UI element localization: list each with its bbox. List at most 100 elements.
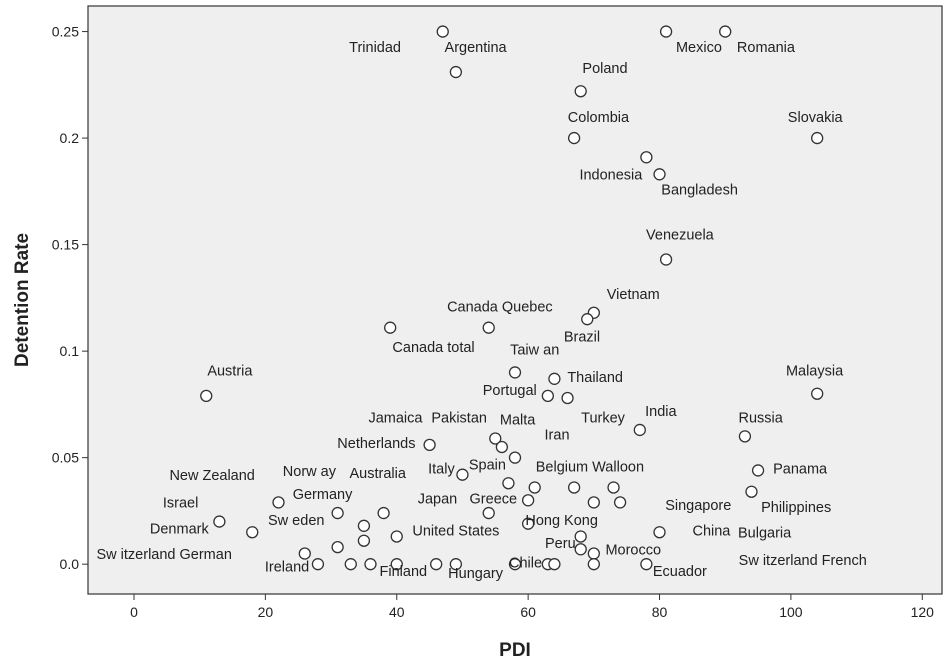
data-point <box>449 65 463 79</box>
y-tick-label: 0.2 <box>60 130 80 146</box>
point-label: New Zealand <box>169 468 254 484</box>
point-label: Trinidad <box>349 40 401 56</box>
point-label: Jamaica <box>368 411 423 427</box>
point-label: Italy <box>428 462 455 478</box>
data-point <box>364 558 377 571</box>
x-tick-label: 80 <box>652 604 668 620</box>
x-tick-label: 40 <box>389 604 405 620</box>
data-point <box>508 366 522 379</box>
point-label: Austria <box>207 364 253 380</box>
point-label: Canada total <box>392 340 474 356</box>
data-point <box>640 151 653 164</box>
point-label: Iran <box>545 428 570 444</box>
point-label: Romania <box>737 40 796 56</box>
x-tick-label: 60 <box>520 604 536 620</box>
point-label: Japan <box>418 491 458 507</box>
data-point <box>653 168 666 181</box>
data-point <box>272 496 285 509</box>
point-label: Bangladesh <box>661 183 738 199</box>
data-point <box>745 485 758 498</box>
point-label: India <box>645 404 677 420</box>
data-point <box>357 519 371 532</box>
x-tick-label: 20 <box>258 604 274 620</box>
point-label: Norw ay <box>283 464 337 480</box>
data-point <box>377 506 390 520</box>
data-point <box>659 253 673 266</box>
y-tick-label: 0.1 <box>60 343 80 359</box>
point-label: United States <box>412 523 499 539</box>
point-label: Ecuador <box>653 564 707 580</box>
data-point <box>430 558 443 571</box>
data-point <box>456 468 469 481</box>
y-axis-title: Detention Rate <box>12 233 33 367</box>
data-point <box>331 540 344 554</box>
point-label: China <box>692 523 731 539</box>
point-label: Spain <box>469 457 506 473</box>
x-axis: 0 20 40 60 80 100 120 <box>130 594 934 620</box>
point-label: Singapore <box>665 498 731 514</box>
data-point <box>246 526 259 539</box>
data-point <box>331 506 344 520</box>
point-label: Poland <box>582 61 627 77</box>
y-tick-label: 0.25 <box>52 24 79 40</box>
point-label: Ireland <box>265 560 309 576</box>
data-point <box>482 506 495 520</box>
point-label: Turkey <box>581 411 626 427</box>
data-point <box>213 515 226 528</box>
point-label: Mexico <box>676 40 722 56</box>
point-label: Canada Quebec <box>447 300 553 316</box>
data-point <box>521 494 535 507</box>
data-point <box>311 558 325 571</box>
data-point <box>384 321 397 334</box>
point-label: Philippines <box>761 500 831 516</box>
data-point <box>567 131 581 145</box>
point-label: Belgium Walloon <box>536 460 644 476</box>
data-point <box>587 547 600 560</box>
data-point <box>548 558 561 571</box>
data-point <box>548 372 561 385</box>
data-point <box>613 496 627 509</box>
point-label: Panama <box>773 462 828 478</box>
data-point <box>200 389 213 403</box>
data-point <box>811 387 824 400</box>
point-label: Malaysia <box>786 364 844 380</box>
point-label: Hong Kong <box>525 513 598 529</box>
point-label: Taiw an <box>510 342 559 358</box>
point-label: Indonesia <box>579 168 643 184</box>
point-label: Pakistan <box>431 411 487 427</box>
y-tick-label: 0.0 <box>60 556 80 572</box>
point-label: Finland <box>380 564 428 580</box>
point-label: Venezuela <box>646 227 715 243</box>
point-label: Colombia <box>568 110 630 126</box>
data-point <box>436 25 449 38</box>
point-label: Brazil <box>564 330 600 346</box>
point-label: Hungary <box>448 566 504 582</box>
data-point <box>390 530 403 543</box>
data-point <box>489 432 502 445</box>
data-point <box>357 534 371 547</box>
data-point <box>390 558 403 571</box>
x-tick-label: 120 <box>911 604 935 620</box>
data-point <box>587 558 600 571</box>
data-point <box>719 25 732 38</box>
point-labels: Trinidad Argentina Mexico Romania Poland Colo… <box>97 40 867 582</box>
point-label: Germany <box>293 487 353 503</box>
point-label: Greece <box>470 491 518 507</box>
point-label: Israel <box>163 496 198 512</box>
data-point <box>574 85 587 98</box>
point-label: Peru <box>545 536 576 552</box>
data-point <box>495 440 509 454</box>
data-points <box>200 25 824 571</box>
data-point <box>633 423 646 437</box>
point-label: Netherlands <box>337 436 415 452</box>
data-point <box>449 558 463 571</box>
y-axis: 0.0 0.05 0.1 0.15 0.2 0.25 <box>52 24 88 572</box>
point-label: Denmark <box>150 521 210 537</box>
point-label: Australia <box>349 466 406 482</box>
data-point <box>738 430 752 443</box>
data-point <box>751 464 765 477</box>
point-label: Bulgaria <box>738 526 792 542</box>
data-point <box>541 389 554 403</box>
